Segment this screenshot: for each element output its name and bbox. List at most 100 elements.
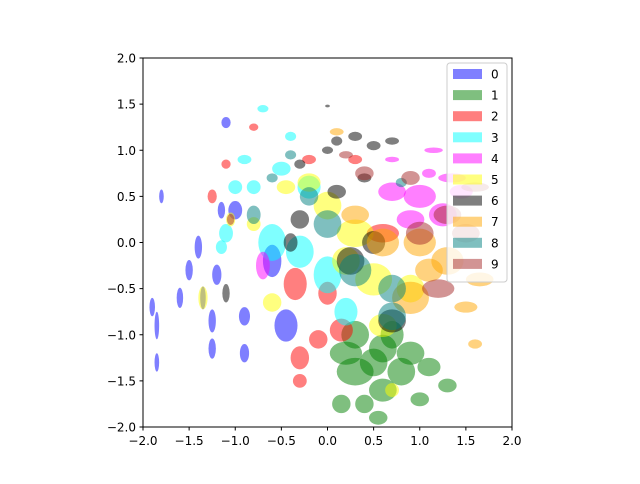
x-tick-label: −1.5 (175, 434, 204, 448)
ellipse-mark (185, 260, 193, 281)
ellipse-mark (154, 353, 160, 372)
legend: 0 1 2 3 4 5 6 7 8 9 (446, 62, 508, 283)
ellipse-mark (385, 383, 399, 398)
ellipse-mark (159, 189, 164, 204)
ellipse-mark (417, 357, 441, 377)
legend-swatch (453, 258, 482, 269)
legend-label: 3 (491, 131, 499, 145)
ellipse-mark (215, 240, 227, 255)
ellipse-mark (297, 173, 321, 192)
ellipse-mark (154, 311, 160, 340)
ellipse-mark (325, 104, 330, 108)
legend-label: 5 (491, 173, 499, 187)
y-tick-label: 1.5 (117, 98, 136, 112)
legend-label: 6 (491, 194, 499, 208)
legend-label: 1 (491, 89, 499, 103)
ellipse-mark (378, 302, 406, 331)
ellipse-mark (208, 338, 216, 359)
x-tick-label: 0.5 (364, 434, 383, 448)
plot-area (149, 104, 494, 425)
legend-label: 0 (491, 68, 499, 82)
ellipse-mark (292, 373, 307, 388)
ellipse-mark (405, 221, 434, 245)
ellipse-mark (366, 141, 381, 151)
x-tick-label: 1.5 (456, 434, 475, 448)
legend-swatch (453, 90, 482, 101)
ellipse-mark (219, 224, 233, 243)
x-tick-label: −1.0 (221, 434, 250, 448)
ellipse-mark (348, 154, 363, 165)
x-tick-label: 1.0 (410, 434, 429, 448)
ellipse-mark (208, 309, 216, 333)
ellipse-mark (378, 182, 406, 201)
legend-label: 7 (491, 215, 499, 229)
ellipse-mark (355, 166, 374, 181)
ellipse-mark (246, 205, 261, 225)
ellipse-mark (212, 264, 222, 285)
ellipse-mark (149, 297, 155, 317)
ellipse-mark (385, 156, 399, 163)
ellipse-mark (327, 184, 346, 199)
ellipse-mark (226, 213, 235, 225)
ellipse-mark (274, 309, 298, 342)
ellipse-mark (217, 201, 226, 219)
ellipse-mark (290, 346, 310, 370)
ellipse-mark (239, 343, 250, 363)
ellipse-mark (299, 187, 319, 206)
ellipse-mark (334, 297, 358, 326)
ellipse-mark (228, 180, 243, 195)
y-tick-label: 0.5 (117, 190, 136, 204)
ellipse-mark (385, 137, 399, 145)
ellipse-mark (332, 394, 351, 414)
ellipse-mark (369, 334, 397, 363)
ticks: −2.0 −1.5 −1.0 −0.5 0.0 0.5 1.0 1.5 2.0 −2.0 −1.5 −… (107, 52, 522, 449)
legend-swatch (453, 174, 482, 185)
ellipse-mark (266, 173, 278, 183)
ellipse-mark (221, 117, 231, 129)
ellipse-mark (194, 235, 203, 259)
ellipse-mark (258, 224, 286, 261)
x-tick-label: −2.0 (128, 434, 157, 448)
ellipse-mark (403, 184, 436, 208)
ellipse-mark (283, 267, 307, 301)
ellipse-mark (309, 330, 328, 349)
ellipse-mark (369, 410, 388, 425)
legend-swatch (453, 237, 482, 248)
ellipse-mark (221, 159, 231, 169)
ellipse-mark (246, 180, 261, 195)
ellipse-mark (329, 128, 344, 136)
x-tick-label: −0.5 (267, 434, 296, 448)
legend-label: 4 (491, 152, 499, 166)
ellipse-mark (313, 210, 342, 238)
ellipse-mark (438, 378, 457, 393)
legend-swatch (453, 216, 482, 227)
y-tick-label: −1.0 (107, 328, 136, 342)
legend-swatch (453, 153, 482, 164)
ellipse-mark (410, 392, 429, 407)
ellipse-mark (285, 131, 297, 142)
ellipse-mark (331, 136, 343, 146)
ellipse-mark (424, 147, 443, 154)
legend-swatch (453, 132, 482, 143)
y-tick-label: 1.0 (117, 144, 136, 158)
legend-swatch (453, 195, 482, 206)
y-tick-label: −2.0 (107, 421, 136, 435)
x-tick-label: 2.0 (502, 434, 521, 448)
ellipse-mark (283, 233, 298, 252)
ellipse-mark (366, 228, 399, 257)
ellipse-mark (341, 205, 370, 225)
ellipse-mark (454, 301, 478, 313)
ellipse-mark (257, 105, 269, 113)
ellipse-mark (285, 150, 297, 160)
ellipse-mark (401, 171, 420, 185)
y-tick-label: −0.5 (107, 282, 136, 296)
ellipse-mark (321, 146, 334, 154)
y-tick-label: −1.5 (107, 374, 136, 388)
ellipse-mark (302, 154, 316, 165)
ellipse-mark (422, 279, 455, 298)
ellipse-mark (339, 254, 372, 287)
ellipse-mark (396, 341, 425, 365)
y-tick-label: 2.0 (117, 52, 136, 66)
y-tick-label: 0.0 (117, 236, 136, 250)
